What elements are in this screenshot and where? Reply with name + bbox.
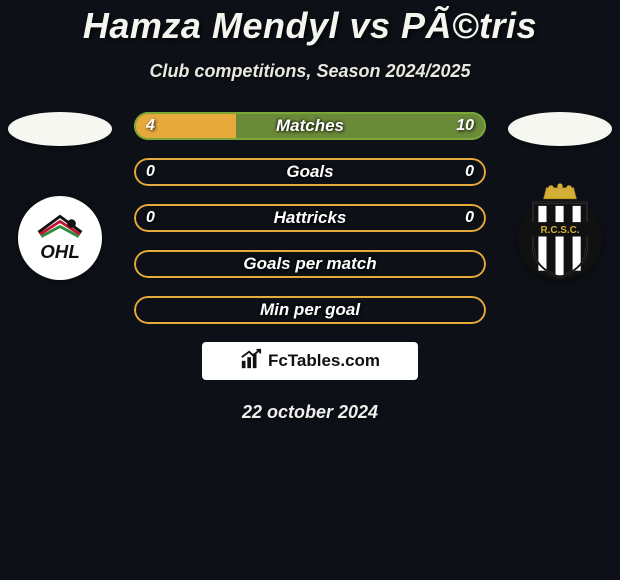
stat-label: Matches xyxy=(134,112,486,140)
svg-text:OHL: OHL xyxy=(40,241,80,262)
right-flag-icon xyxy=(508,112,612,146)
right-side: R.C.S.C. xyxy=(506,112,614,280)
stat-value-left: 0 xyxy=(134,158,167,186)
main-row: OHL Matches410Goals00Hattricks00Goals pe… xyxy=(0,112,620,324)
stat-label: Hattricks xyxy=(134,204,486,232)
stat-bar: Hattricks0 0 xyxy=(134,204,486,232)
left-club-badge: OHL xyxy=(18,196,102,280)
left-flag-icon xyxy=(8,112,112,146)
stat-value-left: 4 xyxy=(134,112,167,140)
stat-bar: Goals per match xyxy=(134,250,486,278)
brand-text: FcTables.com xyxy=(268,351,380,371)
ohl-logo-icon: OHL xyxy=(24,202,96,274)
charleroi-logo-icon: R.C.S.C. xyxy=(515,182,605,282)
stat-bar: Matches4 10 xyxy=(134,112,486,140)
stat-value-right: 0 xyxy=(453,158,486,186)
stat-value-right: 0 xyxy=(453,204,486,232)
date-line: 22 october 2024 xyxy=(0,402,620,423)
comparison-card: Hamza Mendyl vs PÃ©tris Club competition… xyxy=(0,0,620,423)
subtitle: Club competitions, Season 2024/2025 xyxy=(0,61,620,82)
page-title: Hamza Mendyl vs PÃ©tris xyxy=(0,5,620,47)
stat-label: Goals per match xyxy=(134,250,486,278)
left-side: OHL xyxy=(6,112,114,280)
stat-value-left: 0 xyxy=(134,204,167,232)
right-club-badge: R.C.S.C. xyxy=(518,196,602,280)
stats-center: Matches410Goals00Hattricks00Goals per ma… xyxy=(114,112,506,324)
brand-box[interactable]: FcTables.com xyxy=(202,342,418,380)
brand-chart-icon xyxy=(240,348,262,375)
svg-text:R.C.S.C.: R.C.S.C. xyxy=(541,225,580,236)
stat-label: Goals xyxy=(134,158,486,186)
stat-label: Min per goal xyxy=(134,296,486,324)
stat-bar: Min per goal xyxy=(134,296,486,324)
stat-bar: Goals0 0 xyxy=(134,158,486,186)
stat-value-right: 10 xyxy=(444,112,486,140)
